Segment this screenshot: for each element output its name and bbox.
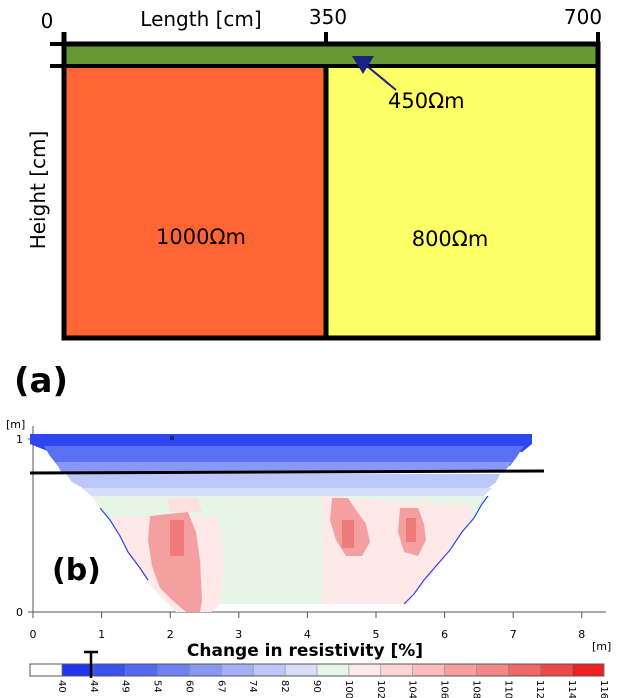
colorbar-tick-label: 60 — [183, 680, 194, 693]
colorbar-swatch — [380, 664, 414, 676]
point-marker — [170, 436, 174, 440]
colorbar-tick-label: 116 — [598, 680, 609, 698]
colorbar-tick-label: 110 — [502, 680, 513, 698]
colorbar-swatch — [125, 664, 159, 676]
x-tick-label-7: 7 — [510, 628, 517, 641]
colorbar-tick-label: 114 — [566, 680, 577, 698]
x-tick-label-0: 0 — [41, 9, 54, 33]
colorbar-tick-label: 49 — [120, 680, 131, 693]
section-edge-right — [403, 495, 489, 605]
colorbar-swatch — [317, 664, 350, 676]
colorbar-tick-label: 67 — [215, 680, 226, 693]
y-ticks: 1 0 — [16, 433, 33, 619]
y-unit-label: [m] — [6, 418, 25, 431]
x-tick-label-3: 3 — [235, 628, 242, 641]
colorbar-swatch — [253, 664, 286, 676]
colorbar-swatch — [285, 664, 318, 676]
x-tick-label-0: 0 — [30, 628, 37, 641]
x-tick-label-4: 4 — [304, 628, 311, 641]
x-tick-label-700: 700 — [564, 5, 602, 29]
colorbar-swatch — [540, 664, 573, 676]
colorbar-swatch — [30, 664, 63, 676]
x-ticks: 0 1 2 3 4 5 6 7 8 — [30, 612, 585, 641]
blue-band-pale — [66, 474, 500, 492]
colorbar-tick-label: 74 — [247, 680, 258, 693]
y-tick-label-0: 0 — [16, 606, 23, 619]
colorbar-tick-label: 102 — [375, 680, 386, 698]
x-tick-label-5: 5 — [373, 628, 380, 641]
section-edge — [99, 507, 149, 581]
colorbar-tick-label: 104 — [407, 680, 418, 698]
model-outline — [61, 41, 601, 341]
panel-b: [m] [m] 1 0 0 1 2 3 4 5 6 7 8 — [6, 418, 611, 653]
y-axis-title: Height [cm] — [26, 131, 50, 250]
interface-line — [29, 469, 545, 475]
pink-spot-top — [168, 498, 202, 512]
panel-a-label: (a) — [14, 361, 68, 401]
colorbar-title: Change in resistivity [%] — [187, 641, 423, 661]
colorbar-swatch — [412, 664, 446, 676]
anomaly-left — [148, 512, 202, 612]
blue-band-mid — [44, 446, 524, 466]
colorbar-tick-label: 106 — [439, 680, 450, 698]
colorbar-tick-label: 112 — [534, 680, 545, 698]
panel-a: 0 350 700 Length [cm] Height [cm] 450Ωm … — [14, 5, 602, 401]
colorbar-tick-labels: 40 44 49 54 60 67 74 82 90 100 102 104 106 108 110 112 1… — [56, 664, 609, 698]
x-tick-label-2: 2 — [167, 628, 174, 641]
colorbar-swatch — [157, 664, 190, 676]
colorbar-swatch — [508, 664, 541, 676]
triangle-marker-icon — [352, 56, 374, 74]
colorbar-swatch — [444, 664, 477, 676]
x-tick-label-6: 6 — [441, 628, 448, 641]
y-tick-label-1: 1 — [16, 433, 23, 446]
panel-b-label: (b) — [52, 553, 101, 588]
colorbar-tick-label: 44 — [88, 680, 99, 693]
x-tick-label-1: 1 — [98, 628, 105, 641]
colorbar-swatch — [572, 664, 605, 676]
x-unit-label: [m] — [592, 640, 611, 653]
marker-arrow — [366, 65, 397, 91]
colorbar: Change in resistivity [%] 40 44 49 54 60 67 74… — [29, 641, 609, 698]
top-layer — [64, 44, 598, 66]
colorbar-tick-label: 100 — [343, 680, 354, 698]
colorbar-swatch — [476, 664, 509, 676]
region-left — [64, 66, 326, 338]
colorbar-swatches — [30, 664, 605, 676]
top-layer-label: 450Ωm — [388, 89, 465, 113]
colorbar-tick-label: 82 — [279, 680, 290, 693]
x-tick-label-8: 8 — [578, 628, 585, 641]
colorbar-swatch — [61, 664, 95, 676]
colorbar-swatch — [189, 664, 222, 676]
colorbar-tick-label: 40 — [56, 680, 67, 693]
colorbar-swatch — [93, 664, 127, 676]
x-axis-title: Length [cm] — [140, 7, 261, 31]
anomaly-core-left — [170, 520, 184, 556]
resistivity-section — [30, 434, 532, 612]
colorbar-tick-label: 108 — [470, 680, 481, 698]
colorbar-swatch — [348, 664, 382, 676]
anomaly-core-right — [406, 518, 416, 542]
region-right-label: 800Ωm — [412, 227, 489, 251]
x-tick-label-350: 350 — [309, 5, 347, 29]
t-marker-icon — [84, 650, 98, 678]
colorbar-tick-label: 90 — [311, 680, 322, 693]
region-right — [326, 66, 598, 338]
anomaly-core-mid — [342, 520, 354, 548]
colorbar-tick-label: 54 — [152, 680, 163, 693]
colorbar-swatch — [221, 664, 254, 676]
region-left-label: 1000Ωm — [156, 225, 246, 249]
